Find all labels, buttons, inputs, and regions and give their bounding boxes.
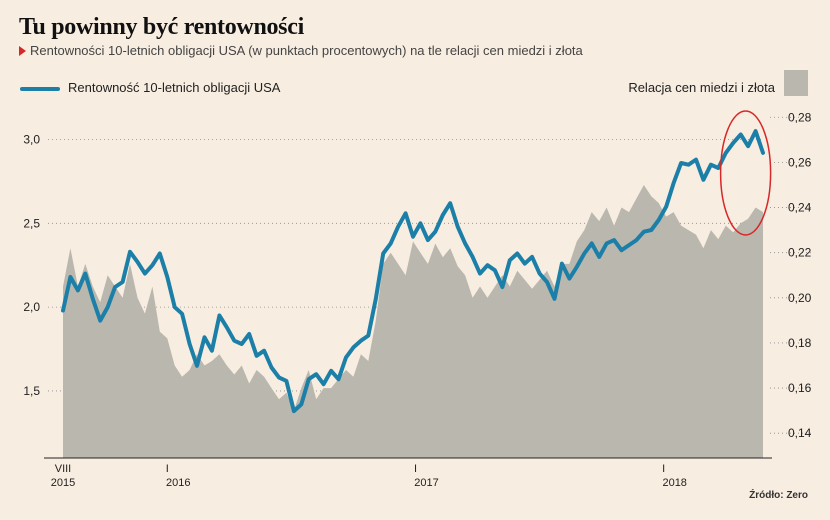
x-tick-label: VIII [55,463,72,475]
y-right-tick-label: 0,22 [788,246,812,260]
legend-line-label: Rentowność 10-letnich obligacji USA [68,80,281,95]
series-area-copper-gold [63,185,763,458]
y-left-tick-label: 2,5 [23,216,40,230]
subtitle-text: Rentowności 10-letnich obligacji USA (w … [30,43,583,58]
legend-line-series: Rentowność 10-letnich obligacji USA [20,80,280,95]
y-right-tick-label: 0,18 [788,336,812,350]
chart-title: Tu powinny być rentowności [19,14,304,40]
y-right-tick-label: 0,20 [788,291,812,305]
legend-line-swatch [20,86,60,91]
axes: 3,0 2,5 2,0 1,5 0,28 0,26 0,24 0,22 0,20 0,18 0,16… [23,110,811,489]
y-right-tick-label: 0,26 [788,155,812,169]
highlight-ellipse [719,110,772,236]
source-note: Źródło: Zero [749,490,808,501]
y-left-tick-label: 3,0 [23,133,40,147]
x-tick-label: I [166,463,169,475]
x-year-label: 2015 [51,477,75,489]
triangle-bullet-icon [19,46,26,56]
legend-area-label: Relacja cen miedzi i złota [628,80,775,95]
y-left-tick-label: 2,0 [23,300,40,314]
y-right-tick-label: 0,24 [788,201,812,215]
y-right-tick-label: 0,16 [788,381,812,395]
x-year-label: 2018 [662,477,686,489]
y-left-tick-label: 1,5 [23,384,40,398]
x-year-label: 2016 [166,477,190,489]
y-right-tick-label: 0,28 [788,110,812,124]
chart-subtitle: Rentowności 10-letnich obligacji USA (w … [19,43,583,58]
x-year-label: 2017 [414,477,438,489]
legend-area-swatch [784,70,808,96]
series-line-us10y [61,129,765,414]
x-tick-label: I [662,463,665,475]
x-tick-label: I [414,463,417,475]
y-right-tick-label: 0,14 [788,426,812,440]
gridlines [48,116,812,434]
